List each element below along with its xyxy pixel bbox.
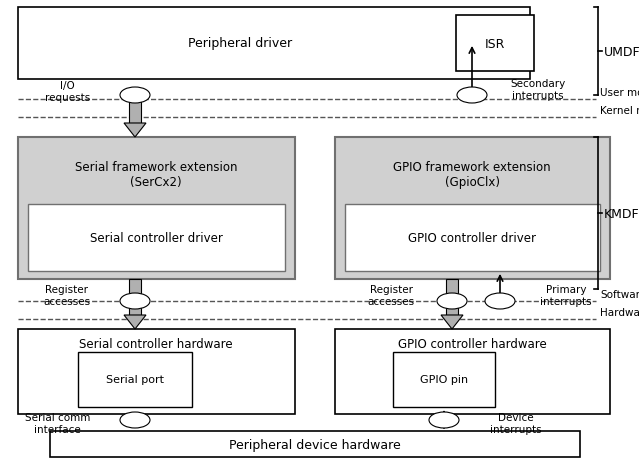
Text: Serial controller driver: Serial controller driver <box>89 231 222 244</box>
Text: Kernel mode: Kernel mode <box>600 106 639 116</box>
Text: GPIO controller hardware: GPIO controller hardware <box>397 338 546 351</box>
Text: Serial controller hardware: Serial controller hardware <box>79 338 233 351</box>
Text: Serial framework extension
(SerCx2): Serial framework extension (SerCx2) <box>75 161 237 188</box>
Text: KMDF: KMDF <box>604 207 639 220</box>
Ellipse shape <box>120 294 150 309</box>
Text: GPIO framework extension
(GpioClx): GPIO framework extension (GpioClx) <box>393 161 551 188</box>
Bar <box>446 279 458 315</box>
Bar <box>393 352 495 407</box>
Ellipse shape <box>437 294 467 309</box>
Polygon shape <box>124 124 146 138</box>
Text: Software: Software <box>600 289 639 300</box>
Text: Peripheral driver: Peripheral driver <box>188 38 292 50</box>
Ellipse shape <box>120 412 150 428</box>
Bar <box>345 205 600 271</box>
Bar <box>335 138 610 279</box>
Bar <box>18 138 295 279</box>
Text: UMDF: UMDF <box>604 45 639 58</box>
Polygon shape <box>441 315 463 329</box>
Bar <box>78 352 192 407</box>
Bar <box>456 16 534 72</box>
Text: Device
interrupts: Device interrupts <box>490 413 542 434</box>
Bar <box>18 329 295 414</box>
Text: I/O
requests: I/O requests <box>45 81 90 103</box>
Polygon shape <box>124 315 146 329</box>
Text: Serial port: Serial port <box>106 374 164 384</box>
Bar <box>50 431 580 457</box>
Text: ISR: ISR <box>485 38 505 50</box>
Ellipse shape <box>485 294 515 309</box>
Bar <box>18 8 530 80</box>
Text: Peripheral device hardware: Peripheral device hardware <box>229 438 401 450</box>
Ellipse shape <box>457 88 487 104</box>
Text: Serial comm
interface: Serial comm interface <box>25 413 90 434</box>
Bar <box>28 205 285 271</box>
Text: Hardware: Hardware <box>600 307 639 317</box>
Text: Register
accesses: Register accesses <box>368 285 415 306</box>
Text: User mode: User mode <box>600 88 639 98</box>
Text: GPIO pin: GPIO pin <box>420 374 468 384</box>
Text: Primary
interrupts: Primary interrupts <box>540 285 592 306</box>
Text: GPIO controller driver: GPIO controller driver <box>408 231 536 244</box>
Ellipse shape <box>120 88 150 104</box>
Ellipse shape <box>429 412 459 428</box>
Text: Register
accesses: Register accesses <box>43 285 90 306</box>
Bar <box>335 329 610 414</box>
Bar <box>129 96 141 124</box>
Text: Secondary
interrupts: Secondary interrupts <box>510 79 566 100</box>
Bar <box>129 279 141 315</box>
